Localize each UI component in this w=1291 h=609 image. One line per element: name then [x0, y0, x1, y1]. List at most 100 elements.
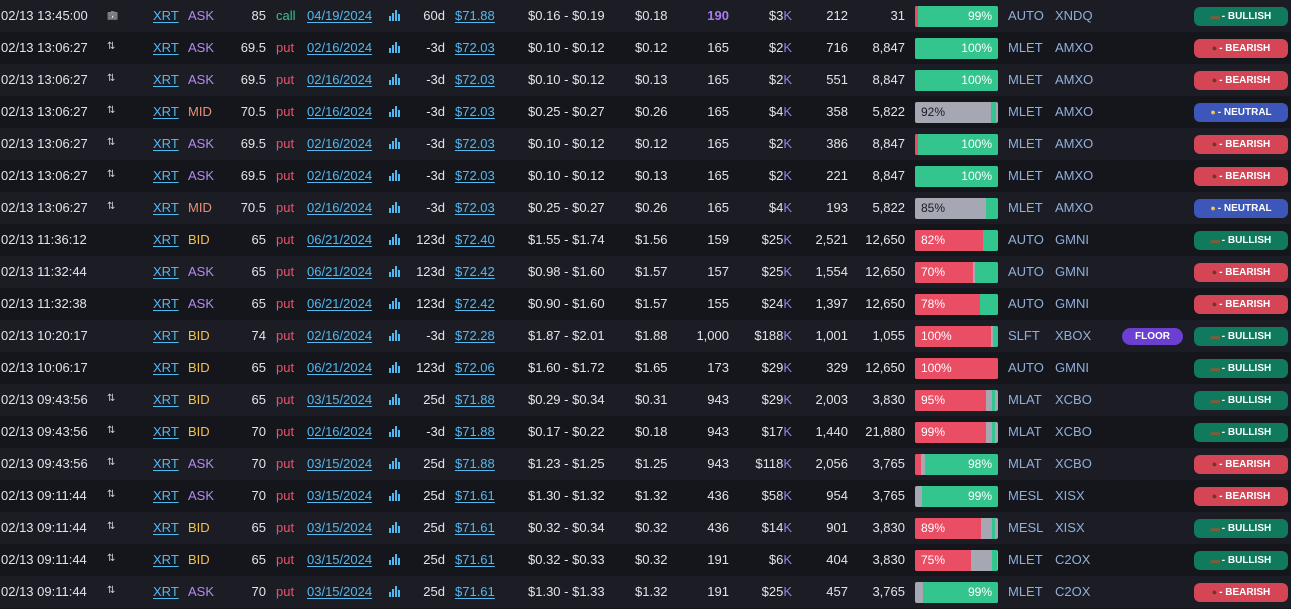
spot-price-link[interactable]: $72.03 — [455, 200, 495, 215]
premium: $29K — [740, 384, 792, 416]
bar-chart-icon[interactable] — [389, 586, 400, 597]
bar-chart-icon[interactable] — [389, 106, 400, 117]
table-row[interactable]: 02/13 13:06:27 ⇅ XRT MID 70.5 put 02/16/2024 -3… — [0, 192, 1291, 224]
expiry-date-link[interactable]: 02/16/2024 — [307, 136, 373, 151]
table-row[interactable]: 02/13 09:11:44 ⇅ XRT BID 65 put 03/15/2024 25d $… — [0, 544, 1291, 576]
expiry-date-link[interactable]: 04/19/2024 — [307, 8, 373, 23]
bar-chart-icon[interactable] — [389, 42, 400, 53]
table-row[interactable]: 02/13 09:43:56 ⇅ XRT BID 65 put 03/15/2024 25d $… — [0, 384, 1291, 416]
table-row[interactable]: 02/13 13:06:27 ⇅ XRT ASK 69.5 put 02/16/2024 -3… — [0, 128, 1291, 160]
table-row[interactable]: 02/13 09:11:44 ⇅ XRT BID 65 put 03/15/2024 25d $… — [0, 512, 1291, 544]
ticker-link[interactable]: XRT — [153, 264, 179, 279]
spot-price-link[interactable]: $72.06 — [455, 360, 495, 375]
spot-price-link[interactable]: $72.03 — [455, 168, 495, 183]
ticker-link[interactable]: XRT — [153, 200, 179, 215]
table-row[interactable]: 02/13 13:45:00 💼 XRT ASK 85 call 04/19/2024 60d… — [0, 0, 1291, 32]
table-row[interactable]: 02/13 13:06:27 ⇅ XRT ASK 69.5 put 02/16/2024 -3… — [0, 64, 1291, 96]
bar-chart-icon[interactable] — [389, 10, 400, 21]
bar-chart-icon[interactable] — [389, 522, 400, 533]
spot-price-link[interactable]: $71.61 — [455, 488, 495, 503]
expiry-date-link[interactable]: 02/16/2024 — [307, 104, 373, 119]
bar-chart-icon[interactable] — [389, 298, 400, 309]
ticker-link[interactable]: XRT — [153, 520, 179, 535]
sentiment-badge: ● - BEARISH — [1194, 583, 1288, 602]
expiry-date-link[interactable]: 06/21/2024 — [307, 264, 373, 279]
table-row[interactable]: 02/13 09:43:56 ⇅ XRT ASK 70 put 03/15/2024 25d $… — [0, 448, 1291, 480]
bar-chart-icon[interactable] — [389, 458, 400, 469]
bar-chart-icon[interactable] — [389, 362, 400, 373]
ticker-link[interactable]: XRT — [153, 584, 179, 599]
ticker-link[interactable]: XRT — [153, 424, 179, 439]
table-row[interactable]: 02/13 13:06:27 ⇅ XRT ASK 69.5 put 02/16/2024 -3… — [0, 160, 1291, 192]
bar-chart-icon[interactable] — [389, 490, 400, 501]
bar-chart-icon[interactable] — [389, 394, 400, 405]
ticker-link[interactable]: XRT — [153, 328, 179, 343]
arrows-updown-icon: ⇅ — [107, 457, 116, 468]
expiry-date-link[interactable]: 02/16/2024 — [307, 72, 373, 87]
expiry-date-link[interactable]: 02/16/2024 — [307, 200, 373, 215]
option-type: put — [276, 136, 295, 151]
bar-chart-icon[interactable] — [389, 74, 400, 85]
sentiment-badge: ● - NEUTRAL — [1194, 199, 1288, 218]
expiry-date-link[interactable]: 03/15/2024 — [307, 392, 373, 407]
ticker-link[interactable]: XRT — [153, 72, 179, 87]
spot-price-link[interactable]: $71.88 — [455, 392, 495, 407]
expiry-date-link[interactable]: 03/15/2024 — [307, 488, 373, 503]
expiry-date-link[interactable]: 03/15/2024 — [307, 552, 373, 567]
expiry-date-link[interactable]: 06/21/2024 — [307, 360, 373, 375]
ticker-link[interactable]: XRT — [153, 136, 179, 151]
table-row[interactable]: 02/13 10:20:17 XRT BID 74 put 02/16/2024 -3d $7… — [0, 320, 1291, 352]
spot-price-link[interactable]: $71.61 — [455, 520, 495, 535]
spot-price-link[interactable]: $71.88 — [455, 424, 495, 439]
bar-chart-icon[interactable] — [389, 170, 400, 181]
spot-price-link[interactable]: $72.03 — [455, 104, 495, 119]
spot-price-link[interactable]: $71.61 — [455, 552, 495, 567]
spot-price-link[interactable]: $72.03 — [455, 40, 495, 55]
expiry-date-link[interactable]: 02/16/2024 — [307, 328, 373, 343]
bar-chart-icon[interactable] — [389, 202, 400, 213]
bar-chart-icon[interactable] — [389, 266, 400, 277]
ticker-link[interactable]: XRT — [153, 232, 179, 247]
spot-price-link[interactable]: $72.28 — [455, 328, 495, 343]
table-row[interactable]: 02/13 10:06:17 XRT BID 65 put 06/21/2024 123d $… — [0, 352, 1291, 384]
expiry-date-link[interactable]: 02/16/2024 — [307, 168, 373, 183]
spot-price-link[interactable]: $72.03 — [455, 136, 495, 151]
expiry-date-link[interactable]: 02/16/2024 — [307, 424, 373, 439]
expiry-date-link[interactable]: 03/15/2024 — [307, 584, 373, 599]
table-row[interactable]: 02/13 11:32:38 XRT ASK 65 put 06/21/2024 123d $… — [0, 288, 1291, 320]
spot-price-link[interactable]: $71.61 — [455, 584, 495, 599]
expiry-date-link[interactable]: 02/16/2024 — [307, 40, 373, 55]
spot-price-link[interactable]: $72.40 — [455, 232, 495, 247]
table-row[interactable]: 02/13 11:32:44 XRT ASK 65 put 06/21/2024 123d $… — [0, 256, 1291, 288]
expiry-date-link[interactable]: 06/21/2024 — [307, 232, 373, 247]
expiry-date-link[interactable]: 03/15/2024 — [307, 520, 373, 535]
table-row[interactable]: 02/13 09:11:44 ⇅ XRT ASK 70 put 03/15/2024 25d $… — [0, 576, 1291, 608]
table-row[interactable]: 02/13 13:06:27 ⇅ XRT ASK 69.5 put 02/16/2024 -3… — [0, 32, 1291, 64]
ticker-link[interactable]: XRT — [153, 296, 179, 311]
bar-chart-icon[interactable] — [389, 330, 400, 341]
ticker-link[interactable]: XRT — [153, 488, 179, 503]
bar-chart-icon[interactable] — [389, 138, 400, 149]
ticker-link[interactable]: XRT — [153, 392, 179, 407]
bar-chart-icon[interactable] — [389, 426, 400, 437]
ticker-link[interactable]: XRT — [153, 40, 179, 55]
spot-price-link[interactable]: $71.88 — [455, 456, 495, 471]
bar-chart-icon[interactable] — [389, 554, 400, 565]
spot-price-link[interactable]: $72.42 — [455, 296, 495, 311]
table-row[interactable]: 02/13 13:06:27 ⇅ XRT MID 70.5 put 02/16/2024 -3… — [0, 96, 1291, 128]
spot-price-link[interactable]: $72.03 — [455, 72, 495, 87]
bar-chart-icon[interactable] — [389, 234, 400, 245]
ticker-link[interactable]: XRT — [153, 456, 179, 471]
ticker-link[interactable]: XRT — [153, 8, 179, 23]
expiry-date-link[interactable]: 03/15/2024 — [307, 456, 373, 471]
table-row[interactable]: 02/13 09:43:56 ⇅ XRT BID 70 put 02/16/2024 -3d $… — [0, 416, 1291, 448]
ticker-link[interactable]: XRT — [153, 104, 179, 119]
spot-price-link[interactable]: $71.88 — [455, 8, 495, 23]
table-row[interactable]: 02/13 09:11:44 ⇅ XRT ASK 70 put 03/15/2024 25d $… — [0, 480, 1291, 512]
ticker-link[interactable]: XRT — [153, 552, 179, 567]
table-row[interactable]: 02/13 11:36:12 XRT BID 65 put 06/21/2024 123d $… — [0, 224, 1291, 256]
ticker-link[interactable]: XRT — [153, 168, 179, 183]
spot-price-link[interactable]: $72.42 — [455, 264, 495, 279]
expiry-date-link[interactable]: 06/21/2024 — [307, 296, 373, 311]
ticker-link[interactable]: XRT — [153, 360, 179, 375]
